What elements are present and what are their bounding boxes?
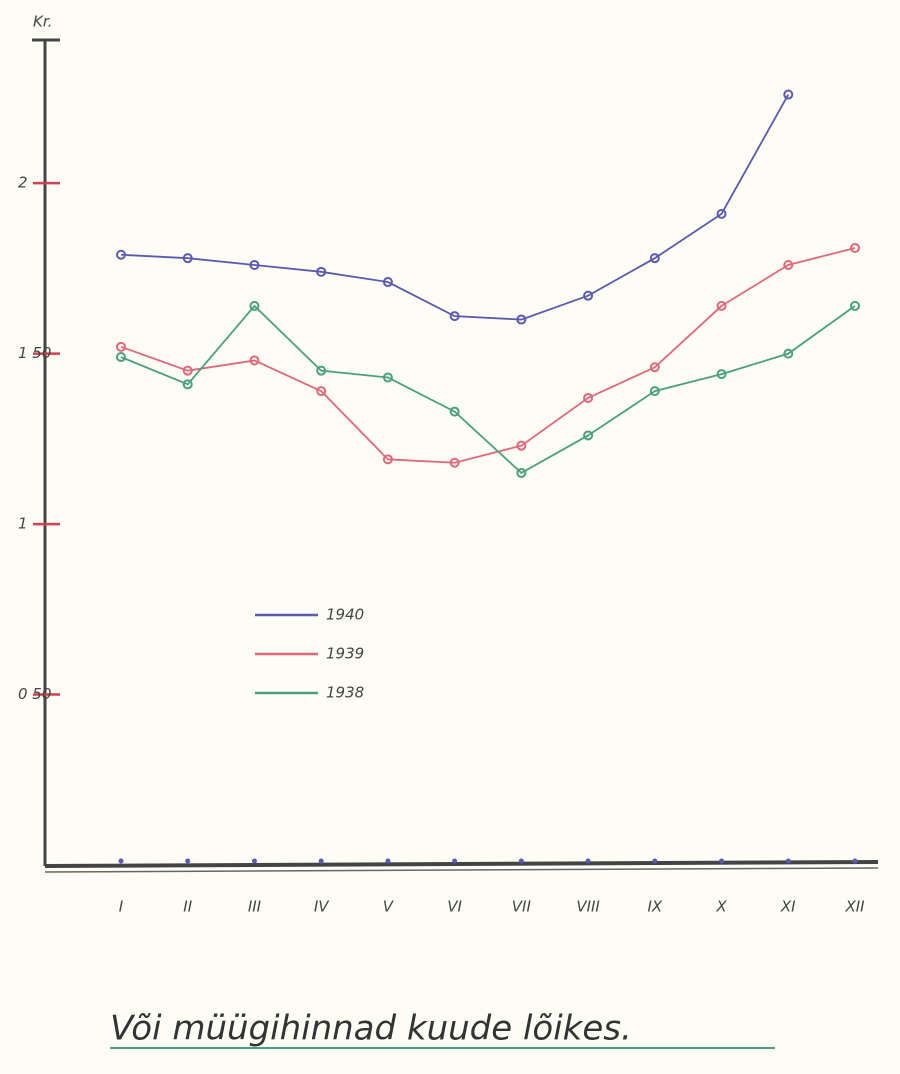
data-point xyxy=(850,242,860,253)
data-point xyxy=(516,467,527,478)
legend-label: 1940 xyxy=(326,606,364,624)
data-point xyxy=(649,253,660,264)
x-tick-label: IX xyxy=(647,898,662,916)
x-tick-dot xyxy=(785,858,791,864)
x-tick-dot xyxy=(185,858,191,864)
data-point xyxy=(182,365,193,376)
data-point xyxy=(583,392,594,403)
x-tick-dot xyxy=(852,858,858,864)
data-point xyxy=(382,454,393,465)
series-line xyxy=(120,94,790,321)
data-point xyxy=(249,300,260,311)
data-point xyxy=(116,352,126,363)
data-point xyxy=(783,260,794,270)
data-point xyxy=(449,311,460,322)
x-axis xyxy=(44,860,879,868)
x-tick-label: III xyxy=(248,898,262,916)
x-tick-label: X xyxy=(715,898,727,916)
data-point xyxy=(182,379,193,390)
data-point xyxy=(716,369,727,380)
x-tick-dot xyxy=(719,858,725,864)
x-tick-label: VII xyxy=(512,898,532,916)
data-point xyxy=(116,249,126,260)
data-point xyxy=(182,253,193,264)
data-point xyxy=(649,386,660,397)
y-tick-label: 1 50 xyxy=(18,344,51,362)
data-point xyxy=(249,260,260,270)
data-point xyxy=(516,314,527,325)
data-point xyxy=(382,372,393,383)
legend-label: 1938 xyxy=(326,684,364,702)
chart-title: Või müügihinnad kuude lõikes. xyxy=(110,1009,632,1049)
x-tick-dot xyxy=(118,858,124,864)
y-tick-label: 1 xyxy=(18,515,28,533)
y-tick-label: 0 50 xyxy=(18,685,51,703)
x-axis-double xyxy=(44,867,879,873)
y-axis-label: Kr. xyxy=(33,13,52,31)
data-point xyxy=(850,300,860,311)
data-point xyxy=(316,365,327,376)
series-line xyxy=(120,247,856,464)
y-tick-label: 2 xyxy=(18,174,28,192)
data-point xyxy=(583,290,594,301)
x-tick-dot xyxy=(251,858,257,864)
data-point xyxy=(382,277,393,288)
x-tick-dot xyxy=(452,858,458,864)
x-tick-dot xyxy=(385,858,391,864)
x-tick-dot xyxy=(585,858,591,864)
data-point xyxy=(449,457,460,468)
data-point xyxy=(649,362,660,373)
data-point xyxy=(583,430,594,441)
x-tick-dot xyxy=(318,858,324,864)
x-tick-label: II xyxy=(183,898,192,916)
data-point xyxy=(716,300,727,311)
x-tick-label: XI xyxy=(780,898,796,916)
data-point xyxy=(516,440,527,451)
x-tick-dot xyxy=(518,858,524,864)
x-tick-label: XII xyxy=(844,898,865,916)
data-point xyxy=(716,208,727,219)
x-tick-label: VIII xyxy=(576,898,600,916)
data-point xyxy=(783,348,794,359)
data-point xyxy=(316,266,327,277)
data-point xyxy=(449,406,460,417)
x-tick-label: V xyxy=(383,898,395,916)
legend-label: 1939 xyxy=(326,645,364,663)
data-point xyxy=(116,341,126,352)
data-point xyxy=(249,355,260,366)
x-tick-dot xyxy=(652,858,658,864)
x-tick-label: VI xyxy=(447,898,462,916)
x-tick-label: IV xyxy=(314,898,330,916)
x-tick-label: I xyxy=(119,898,124,916)
data-point xyxy=(783,89,794,100)
series-line xyxy=(120,304,856,475)
data-point xyxy=(316,386,327,397)
